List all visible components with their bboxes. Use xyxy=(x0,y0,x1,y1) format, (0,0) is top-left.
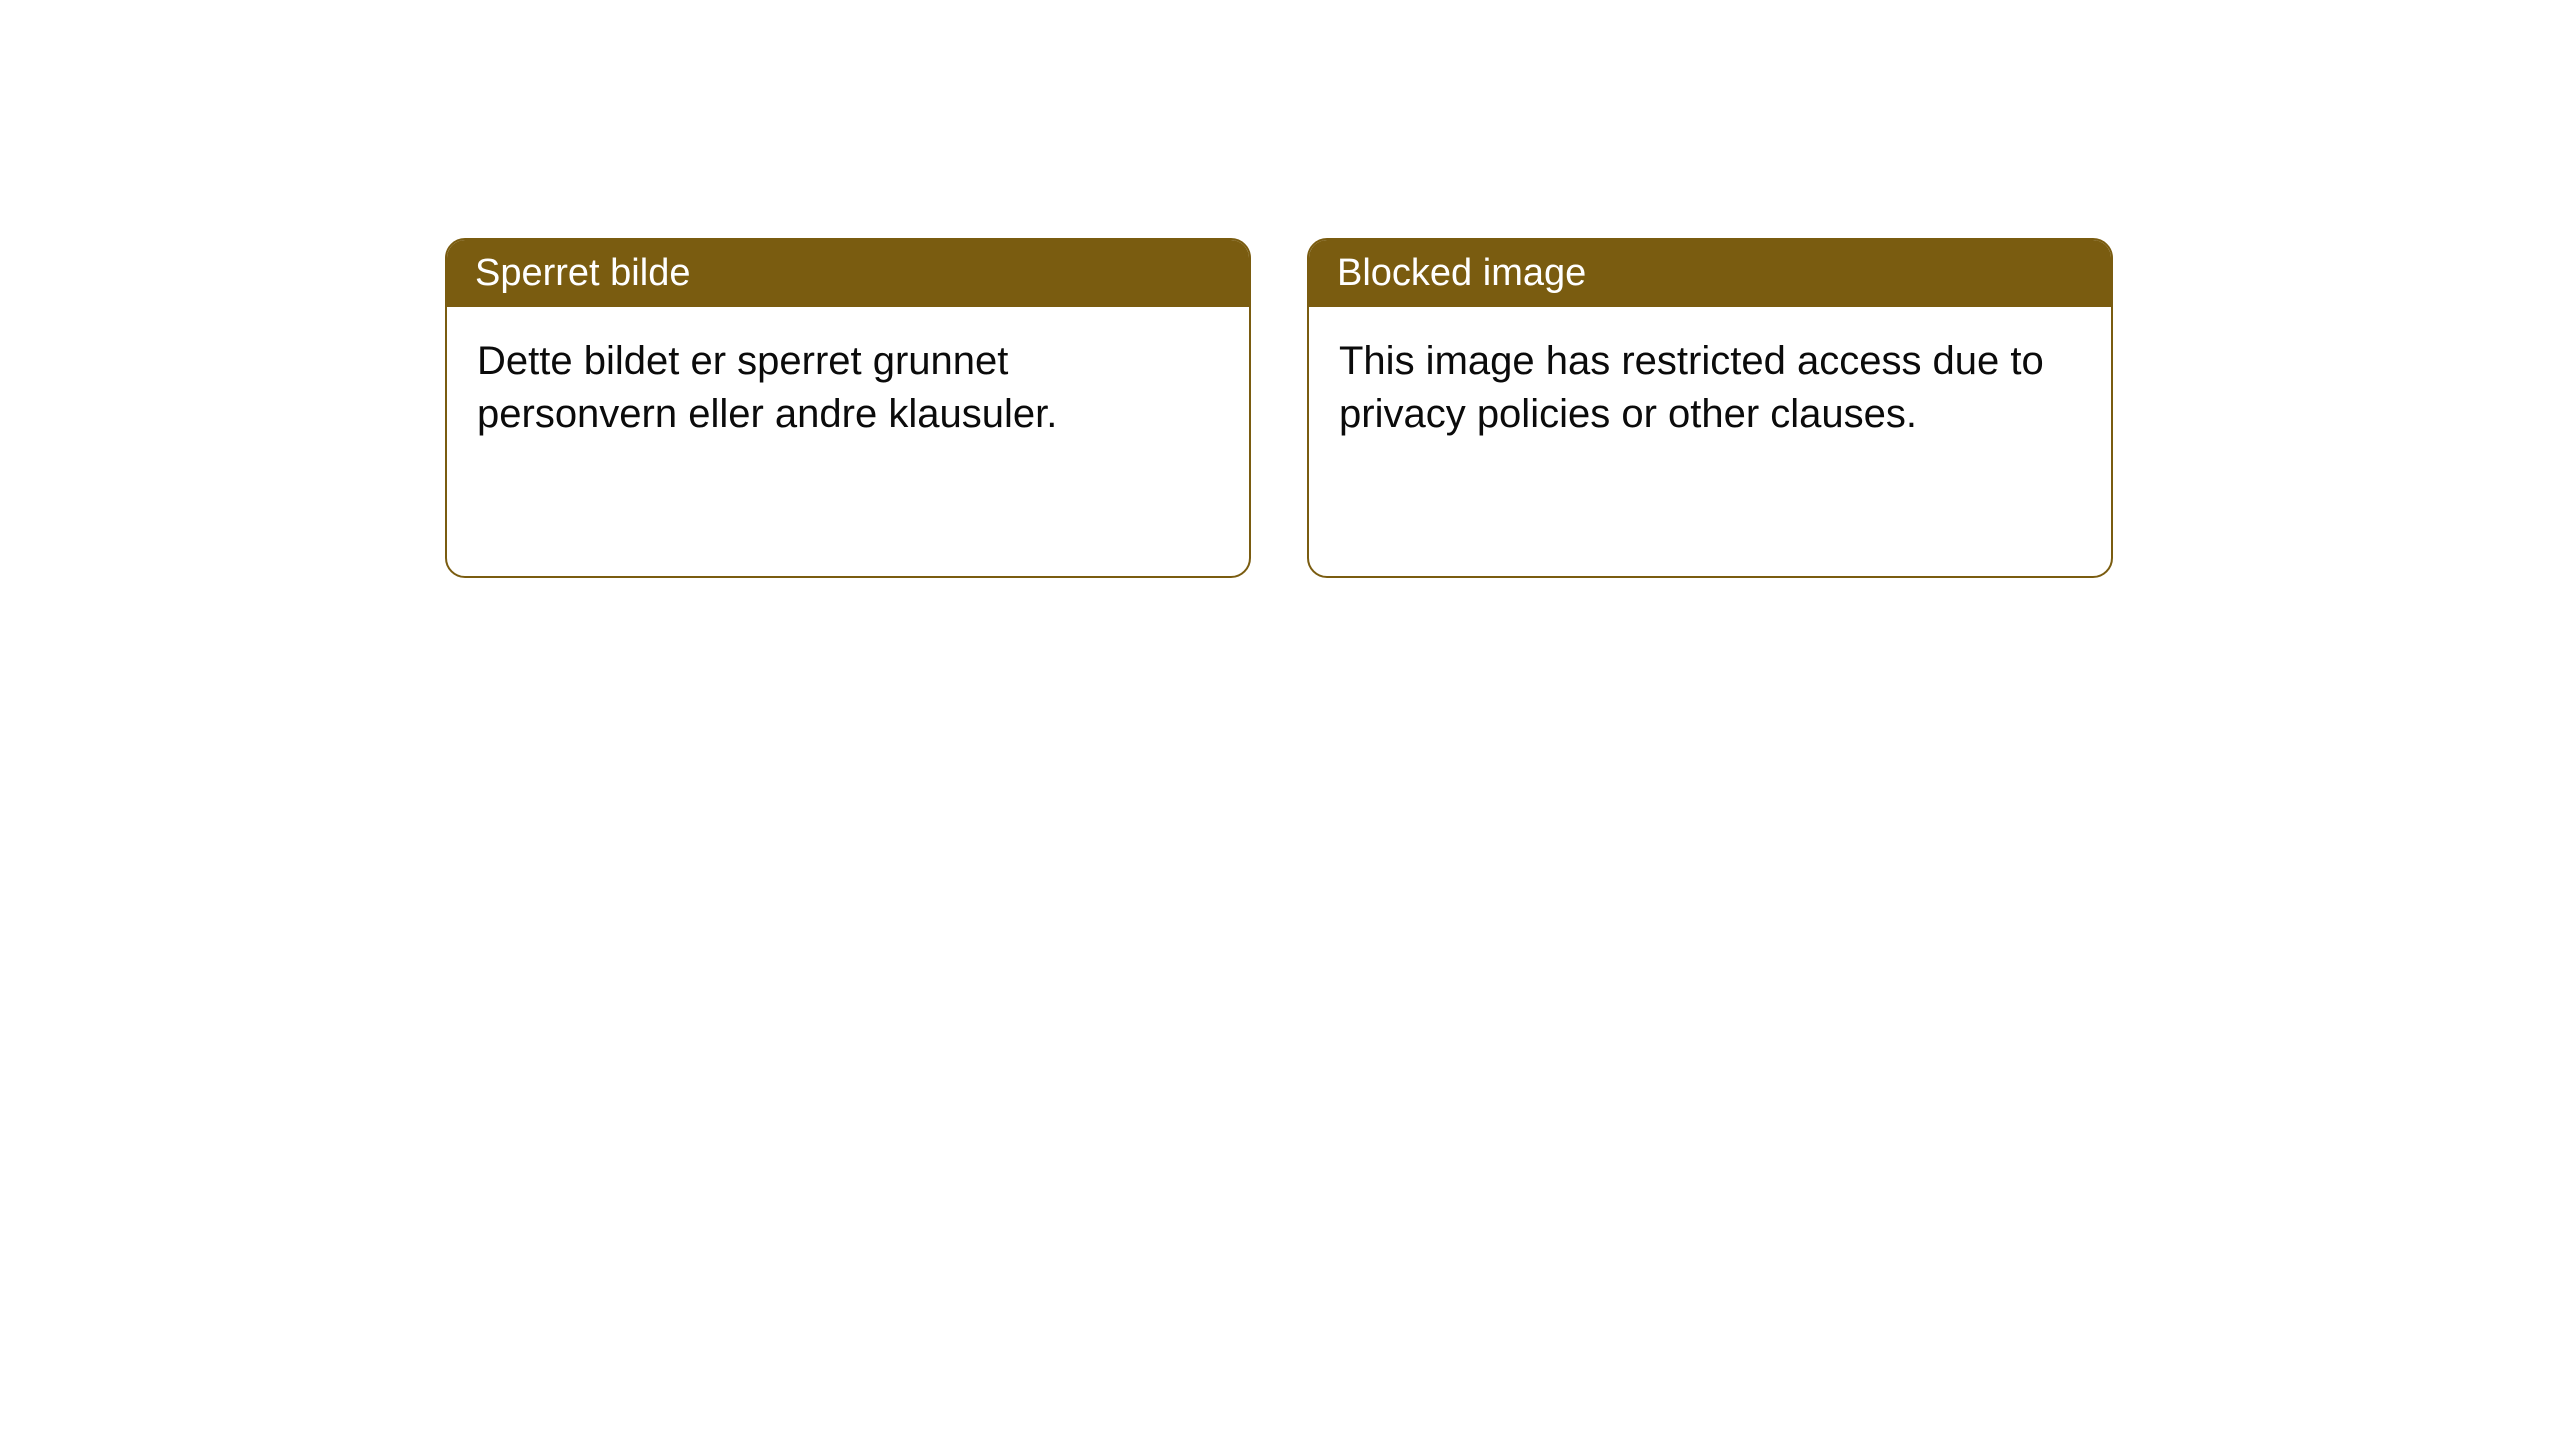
notice-cards-container: Sperret bilde Dette bildet er sperret gr… xyxy=(445,238,2113,578)
notice-card-body: This image has restricted access due to … xyxy=(1309,307,2111,469)
notice-card-norwegian: Sperret bilde Dette bildet er sperret gr… xyxy=(445,238,1251,578)
notice-card-english: Blocked image This image has restricted … xyxy=(1307,238,2113,578)
notice-card-body: Dette bildet er sperret grunnet personve… xyxy=(447,307,1249,469)
notice-card-header: Blocked image xyxy=(1309,240,2111,307)
notice-card-header: Sperret bilde xyxy=(447,240,1249,307)
